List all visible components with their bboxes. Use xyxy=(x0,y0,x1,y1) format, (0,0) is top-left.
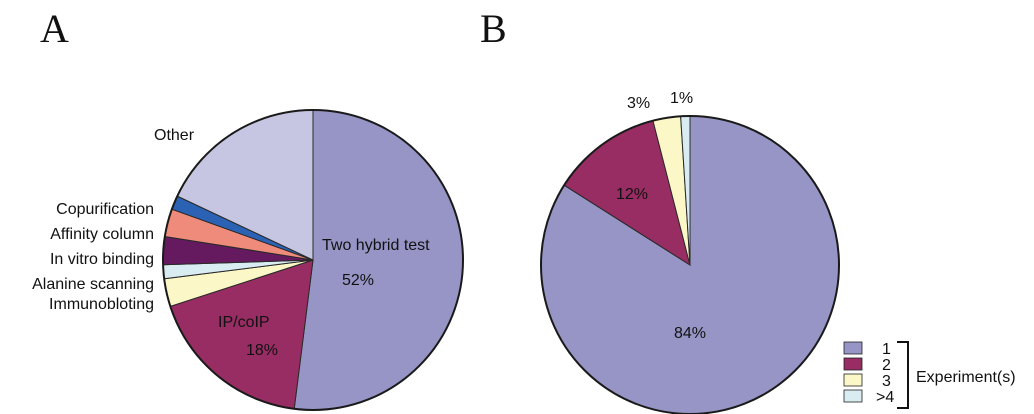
pie-outline xyxy=(162,109,464,411)
slice-value-1: 84% xyxy=(674,325,706,342)
slice-label-two-hybrid: Two hybrid test xyxy=(322,237,430,254)
legend-swatch-2 xyxy=(843,357,863,371)
slice-label-ipcoip: IP/coIP xyxy=(218,314,270,331)
panel-b-letter: B xyxy=(480,6,507,51)
legend-title: Experiment(s) xyxy=(916,369,1016,386)
slice-value-ipcoip: 18% xyxy=(246,342,278,359)
legend: 1 2 3 >4 Experiment(s) xyxy=(843,341,1016,409)
legend-entry-4plus: >4 xyxy=(876,389,894,406)
legend-swatch-1 xyxy=(843,341,863,355)
legend-swatch-3 xyxy=(843,373,863,387)
side-label-immunobloting: Immunobloting xyxy=(49,296,154,313)
slice-value-3: 3% xyxy=(627,95,650,112)
panel-a-letter: A xyxy=(40,6,69,51)
side-label-copurification: Copurification xyxy=(56,201,154,218)
pie-chart-a xyxy=(162,109,464,411)
pie-chart-b xyxy=(540,115,840,414)
legend-swatch-4plus xyxy=(843,389,863,403)
legend-bracket xyxy=(897,341,909,409)
side-label-affinity-column: Affinity column xyxy=(50,226,154,243)
side-label-other: Other xyxy=(154,127,195,144)
side-label-alanine-scanning: Alanine scanning xyxy=(32,276,154,293)
pie-outline xyxy=(540,115,840,414)
legend-entry-1: 1 xyxy=(882,341,891,358)
legend-entry-2: 2 xyxy=(882,357,891,374)
side-label-in-vitro-binding: In vitro binding xyxy=(50,251,154,268)
slice-value-2: 12% xyxy=(616,186,648,203)
slice-value-two-hybrid: 52% xyxy=(342,272,374,289)
slice-value-4plus: 1% xyxy=(670,90,693,107)
pie-slice-two-hybrid-test xyxy=(293,109,464,411)
legend-entry-3: 3 xyxy=(882,373,891,390)
